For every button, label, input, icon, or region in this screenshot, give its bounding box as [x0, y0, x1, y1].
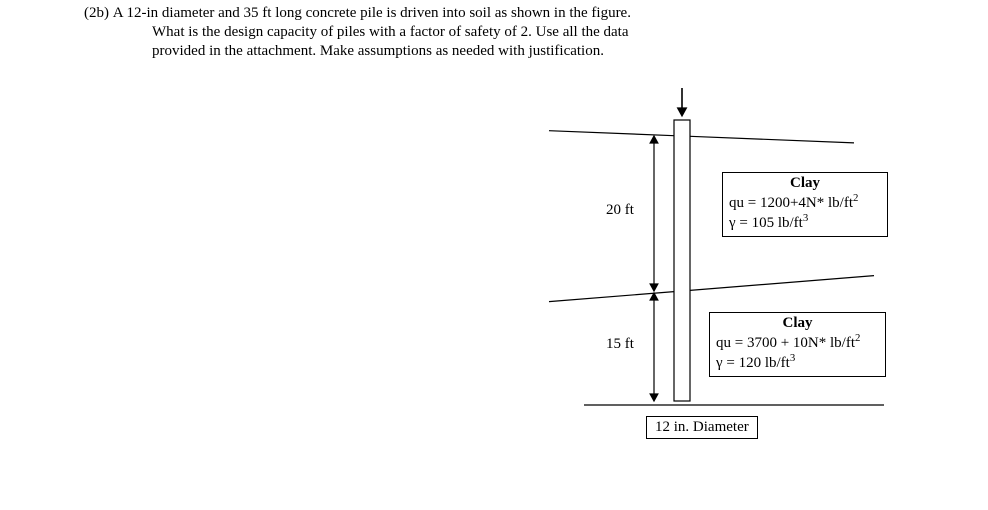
layer1-gamma: γ = 105 lb/ft3	[729, 212, 881, 232]
layer1-title: Clay	[729, 175, 881, 192]
layer1-qu: qu = 1200+4N* lb/ft2	[729, 192, 881, 212]
layer2-title: Clay	[716, 315, 879, 332]
layer2-qu: qu = 3700 + 10N* lb/ft2	[716, 332, 879, 352]
figure: 20 ft 15 ft Clay qu = 1200+4N* lb/ft2 γ …	[544, 86, 914, 456]
problem-label: (2b)	[84, 5, 109, 21]
dim-label-15ft: 15 ft	[606, 336, 634, 353]
problem-line1: A 12-in diameter and 35 ft long concrete…	[113, 5, 631, 21]
layer2-gamma: γ = 120 lb/ft3	[716, 352, 879, 372]
problem-line2: What is the design capacity of piles wit…	[118, 24, 629, 40]
problem-line3: provided in the attachment. Make assumpt…	[118, 43, 604, 59]
layer1-box: Clay qu = 1200+4N* lb/ft2 γ = 105 lb/ft3	[722, 172, 888, 237]
layer2-box: Clay qu = 3700 + 10N* lb/ft2 γ = 120 lb/…	[709, 312, 886, 377]
figure-svg	[544, 86, 914, 456]
diameter-box: 12 in. Diameter	[646, 416, 758, 439]
problem-statement: (2b) A 12-in diameter and 35 ft long con…	[84, 4, 884, 60]
dim-label-20ft: 20 ft	[606, 202, 634, 219]
